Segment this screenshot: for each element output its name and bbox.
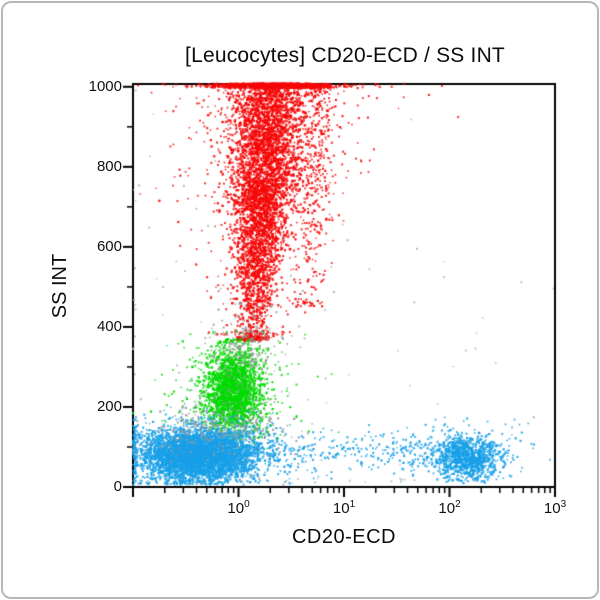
x-tick-label: 100: [227, 499, 250, 517]
x-axis-label: CD20-ECD: [291, 526, 397, 548]
y-tick-label: 200: [96, 397, 122, 415]
y-tick-label: 1000: [88, 77, 122, 95]
y-tick-label: 0: [113, 478, 122, 495]
y-tick-label: 400: [96, 317, 122, 335]
x-tick-label: 101: [332, 499, 356, 517]
y-tick-label: 600: [96, 237, 122, 255]
x-tick-label: 102: [438, 499, 461, 517]
y-tick-label: 800: [96, 157, 122, 175]
x-tick-label: 103: [543, 499, 567, 517]
